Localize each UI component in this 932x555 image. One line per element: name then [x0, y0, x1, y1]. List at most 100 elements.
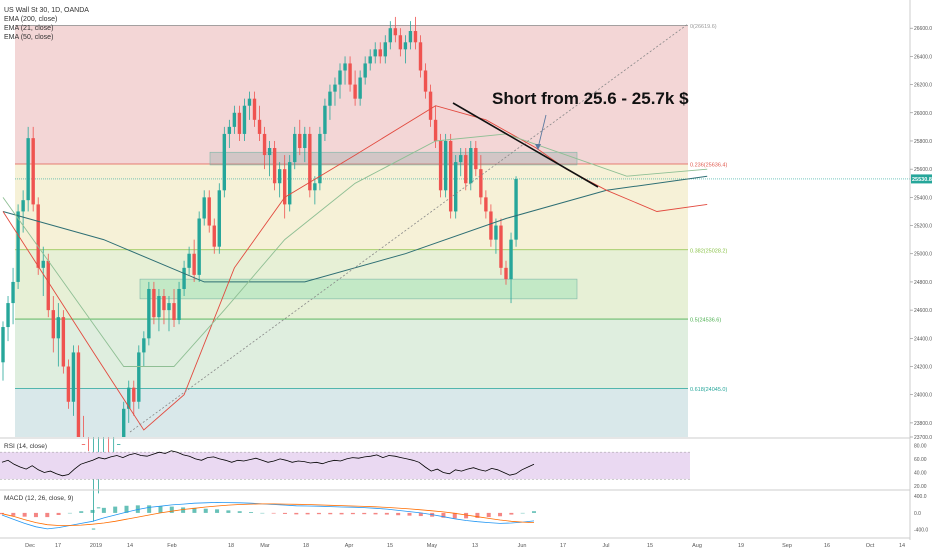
candle-body [448, 140, 453, 212]
candle-body [474, 148, 478, 170]
x-tick-label: Aug [692, 543, 702, 549]
macd-tick-label: -400.0 [914, 528, 928, 534]
rsi-line [1, 450, 535, 477]
y-tick-label: 24600.0 [914, 308, 932, 314]
candle-body [358, 77, 362, 99]
candle-body [71, 352, 76, 402]
macd-histogram-bar [158, 506, 163, 513]
candle-body [504, 267, 508, 280]
macd-histogram-bar [316, 512, 321, 515]
macd-histogram-bar [509, 512, 514, 515]
candles [1, 16, 518, 530]
rsi-tick-label: 60.00 [914, 457, 927, 463]
x-tick-label: 15 [647, 543, 653, 549]
candle-body [328, 91, 332, 106]
candle-body [21, 200, 25, 212]
macd-histogram-bar [396, 512, 401, 516]
y-tick-label: 25200.0 [914, 224, 932, 230]
candle-body [232, 112, 237, 127]
candle-body [272, 148, 277, 184]
macd-histogram-bar [452, 512, 457, 519]
fib-zone [15, 164, 688, 250]
x-tick-label: 2019 [90, 543, 102, 549]
candle-body [343, 63, 347, 71]
price-tag: 25530.8 [912, 177, 932, 183]
signal-line [1, 503, 535, 526]
y-tick-label: 26000.0 [914, 111, 932, 117]
candle-body [31, 138, 35, 205]
macd-histogram-bar [67, 512, 72, 514]
candle-body [298, 133, 302, 149]
macd-histogram-bar [407, 512, 412, 516]
fib-zone [15, 25, 688, 165]
x-tick-label: 15 [387, 543, 393, 549]
candle-body [197, 218, 201, 275]
macd-histogram-bar [362, 512, 367, 515]
candle-body [378, 49, 382, 57]
trendline [452, 102, 599, 188]
candle-body [96, 507, 101, 509]
macd-histogram-bar [271, 512, 276, 514]
candle-body [423, 70, 428, 92]
y-tick-label: 24000.0 [914, 393, 932, 399]
candle-body [41, 260, 45, 268]
macd-histogram-bar [226, 510, 231, 513]
candle-body [81, 444, 86, 445]
macd-histogram-bar [249, 512, 254, 513]
macd-histogram-bar [113, 506, 118, 513]
candle-body [132, 387, 136, 402]
candle-body [162, 296, 166, 311]
candle-body [46, 260, 50, 311]
macd-histogram-bar [260, 512, 265, 514]
x-tick-label: 18 [228, 543, 234, 549]
legend-title: US Wall St 30, 1D, OANDA [4, 7, 89, 14]
macd-histogram-bar [532, 511, 536, 513]
macd-histogram-bar [101, 507, 106, 513]
rsi-label: RSI (14, close) [4, 443, 47, 450]
x-tick-label: Jun [518, 543, 527, 549]
annotations [129, 23, 689, 433]
macd-histogram-bar [328, 512, 333, 515]
macd-histogram-bar [124, 505, 129, 513]
candle-body [192, 253, 196, 275]
fib-zone [15, 319, 688, 389]
candle-body [333, 84, 337, 92]
candle-body [16, 211, 20, 282]
candle-body [227, 126, 232, 134]
y-tick-label: 24800.0 [914, 280, 932, 286]
candle-body [303, 133, 307, 149]
candle-body [348, 63, 352, 85]
macd-histogram-bar [181, 507, 186, 513]
candle-body [56, 317, 61, 339]
candle-body [388, 28, 393, 43]
candle-body [122, 408, 126, 437]
macd-label: MACD (12, 26, close, 9) [4, 495, 73, 502]
chart-background: 0(26619.6) 0.236(25636.4) 0.382(25028.2) 0.… [15, 24, 910, 437]
rsi-tick-label: 20.00 [914, 484, 927, 490]
ema-lines [2, 105, 708, 431]
annotation-arrow [537, 114, 547, 149]
candle-body [11, 281, 15, 304]
candle-body [509, 239, 513, 280]
candle-body [142, 338, 146, 353]
rsi-tick-label: 80.00 [914, 443, 927, 449]
fib-label: 0.236(25636.4) [690, 163, 727, 169]
y-tick-label: 23800.0 [914, 421, 932, 427]
macd-tick-label: 0.0 [914, 511, 921, 517]
macd-histogram-bar [305, 512, 310, 515]
candle-body [66, 366, 71, 402]
macd-histogram-bar [350, 512, 355, 515]
y-tick-label: 25400.0 [914, 195, 932, 201]
candle-body [368, 56, 372, 64]
candle-body [282, 169, 287, 205]
fib-connector [129, 23, 689, 433]
candle-body [499, 225, 503, 268]
candle-body [494, 225, 498, 240]
macd-histogram-bar [215, 509, 220, 513]
candle-body [383, 42, 387, 57]
ema21-line [2, 105, 708, 431]
candle-body [479, 169, 483, 198]
x-tick-label: 18 [303, 543, 309, 549]
candle-body [428, 91, 433, 120]
